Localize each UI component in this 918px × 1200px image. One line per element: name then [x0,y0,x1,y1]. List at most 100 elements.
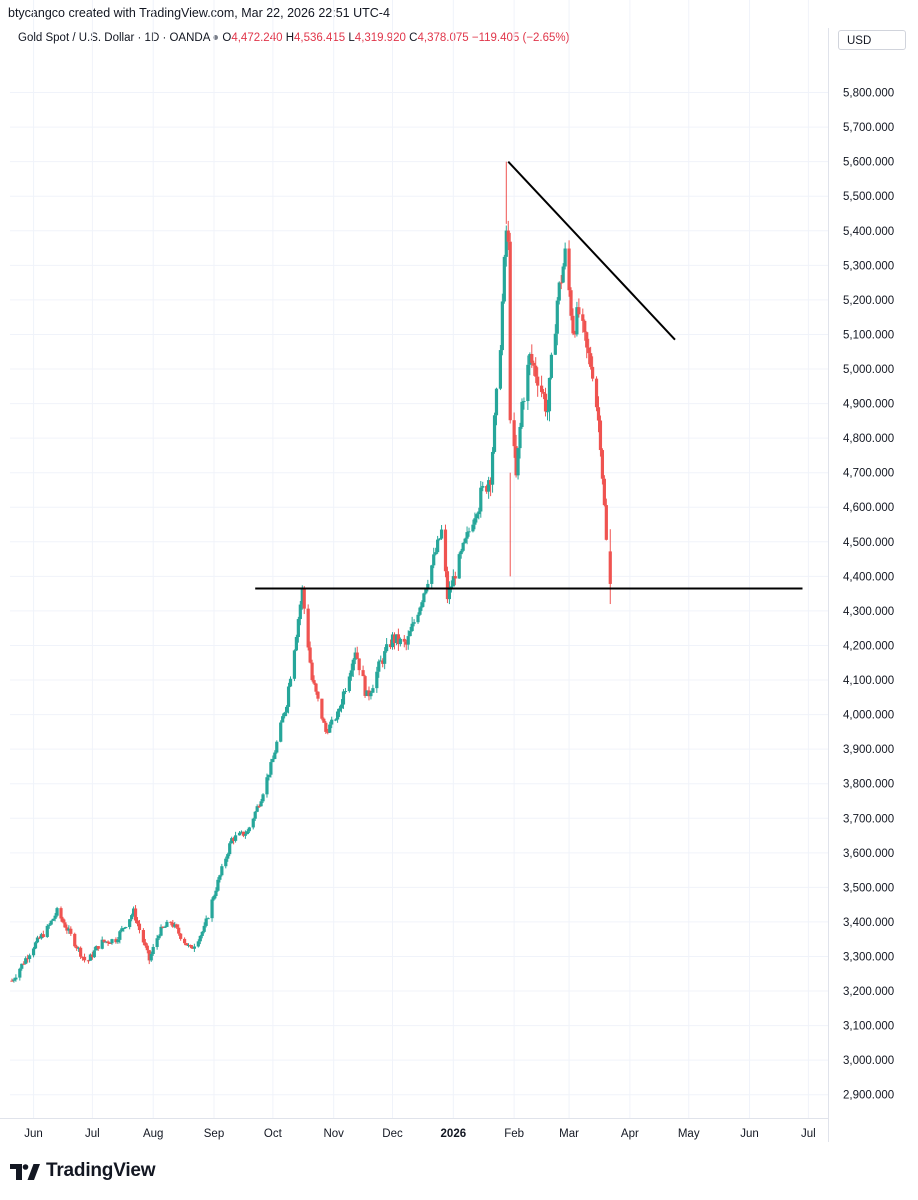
drawings [255,160,803,590]
candle-body [18,968,22,978]
candle-body [508,241,512,421]
candle-body [604,505,608,540]
candle-body [459,550,463,555]
candle-body [53,915,57,919]
candle-body [149,954,153,961]
candle-body [92,950,96,958]
candle-body [569,290,573,316]
tradingview-brand: TradingView [10,1160,156,1182]
y-tick-label: 4,200.000 [843,640,894,652]
x-tick-label: Jun [740,1128,759,1140]
y-tick-label: 3,700.000 [843,813,894,825]
candle-body [343,691,348,693]
candle-body [220,866,224,876]
candle-body [292,650,297,679]
y-tick-label: 5,400.000 [843,226,894,238]
candle-body [41,934,45,937]
candle-body [20,963,24,969]
candle-body [479,487,483,512]
y-tick-label: 4,800.000 [843,433,894,445]
candle-body [406,636,410,645]
candle-body [594,378,599,408]
price-chart[interactable]: 5,800.000 5,700.000 5,600.000 5,500.000 5,40… [0,0,918,1150]
candle-body [51,918,55,921]
candle-body [141,930,145,943]
candle-body [73,933,77,947]
candle-body [233,835,238,841]
candle-body [65,927,69,931]
candle-body [467,531,471,533]
candle-body [271,758,275,763]
candle-body [361,670,365,677]
candle-body [128,919,132,928]
candle-body [543,393,548,412]
candle-body [555,300,559,334]
candle-body [608,551,612,584]
candle-body [581,314,585,321]
y-tick-label: 3,400.000 [843,917,894,929]
candle-body [439,529,444,539]
candle-body [314,683,318,692]
candle-body [541,392,546,394]
y-tick-label: 5,500.000 [843,191,894,203]
open-value: 4,472.240 [231,32,283,44]
candle-body [385,644,389,652]
candle-body [506,230,510,242]
candle-body [61,918,65,923]
candle-body [63,922,67,928]
y-tick-label: 4,900.000 [843,399,894,411]
candle-body [471,524,475,532]
candle-body [383,651,387,664]
candle-body [316,691,320,699]
candle-body [349,670,353,677]
candle-body [175,924,179,928]
candle-body [449,586,453,588]
candle-body [173,924,177,927]
candle-body [245,831,249,835]
candle-body [375,671,379,689]
x-tick-label: Jul [85,1128,100,1140]
y-tick-label: 4,400.000 [843,571,894,583]
candle-body [504,230,508,257]
candle-body [130,915,134,920]
candle-body [571,315,575,334]
candle-body [598,420,603,451]
candle-body [55,908,59,916]
candle-body [563,248,567,267]
candle-body [337,708,342,712]
candle-body [204,918,208,926]
candle-body [500,301,504,351]
candle-body [241,831,246,836]
symbol-name[interactable]: Gold Spot / U.S. Dollar · 1D · OANDA [18,32,211,44]
candle-body [443,529,448,572]
candle-body [163,926,167,928]
candle-body [587,347,591,354]
y-tick-label: 3,200.000 [843,986,894,998]
price-axis[interactable]: 5,800.000 5,700.000 5,600.000 5,500.000 5,40… [843,88,894,1102]
candle-body [226,854,230,859]
candle-body [437,538,442,540]
tradingview-logo-icon [10,1164,40,1180]
currency-button[interactable]: USD [838,30,906,50]
candle-body [122,927,126,929]
candle-body [286,686,291,707]
candle-body [283,712,287,717]
candle-body [214,890,218,896]
candle-body [465,532,469,539]
candle-body [447,587,452,600]
time-axis[interactable]: Jun Jul Aug Sep Oct Nov Dec 2026 Feb Mar Apr May Jun… [24,1128,815,1140]
resistance-trendline [507,160,676,341]
candle-body [461,542,465,551]
candle-body [239,831,244,833]
candle-body [410,623,414,632]
candle-body [69,928,73,934]
candle-body [200,931,204,936]
y-tick-label: 5,300.000 [843,260,894,272]
candle-body [184,943,189,946]
candle-body [124,927,128,929]
candle-body [86,960,91,962]
candle-body [502,256,506,302]
candle-body [404,641,408,645]
candle-body [259,801,263,807]
candle-body [255,806,259,812]
